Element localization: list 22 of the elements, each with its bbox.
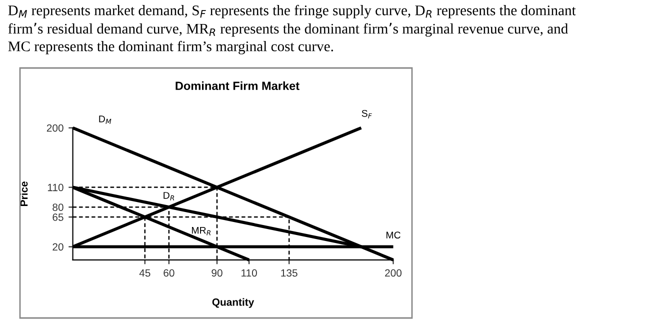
annotation: D$_{M}$ bbox=[99, 116, 112, 124]
annotation: D$_{R}$ bbox=[164, 192, 174, 200]
x-tick-label: 60 bbox=[164, 269, 174, 277]
y-tick-label: 20 bbox=[52, 243, 64, 251]
annotation: MR$_{R}$ bbox=[192, 226, 210, 236]
text: D$_{M}$ represents market demand, S$_{F}$ represents the fringe supply curve, D$_{R}$ represents the dominant bbox=[8, 4, 576, 18]
x-tick-label: 45 bbox=[139, 269, 150, 277]
x-axis-title: Quantity bbox=[212, 298, 254, 308]
annotation: MC bbox=[386, 232, 400, 239]
y-axis-title: Price bbox=[20, 182, 28, 206]
x-tick-label: 90 bbox=[212, 269, 222, 277]
annotation: S$_{F}$ bbox=[362, 110, 372, 118]
y-tick-label: 65 bbox=[52, 214, 64, 221]
text: firm’s residual demand curve, MR$_{R}$ represents the dominant firm’s marginal revenue curve, and bbox=[8, 22, 568, 37]
text: MC represents the dominant firm’s marginal cost curve. bbox=[8, 40, 334, 54]
x-tick-label: 135 bbox=[281, 269, 298, 277]
y-tick-label: 110 bbox=[48, 184, 64, 192]
x-tick-label: 110 bbox=[242, 269, 257, 277]
chart-title: Dominant Firm Market bbox=[176, 81, 300, 90]
y-tick-label: 80 bbox=[52, 204, 64, 211]
x-tick-label: 200 bbox=[385, 269, 402, 277]
y-tick-label: 200 bbox=[46, 124, 64, 132]
